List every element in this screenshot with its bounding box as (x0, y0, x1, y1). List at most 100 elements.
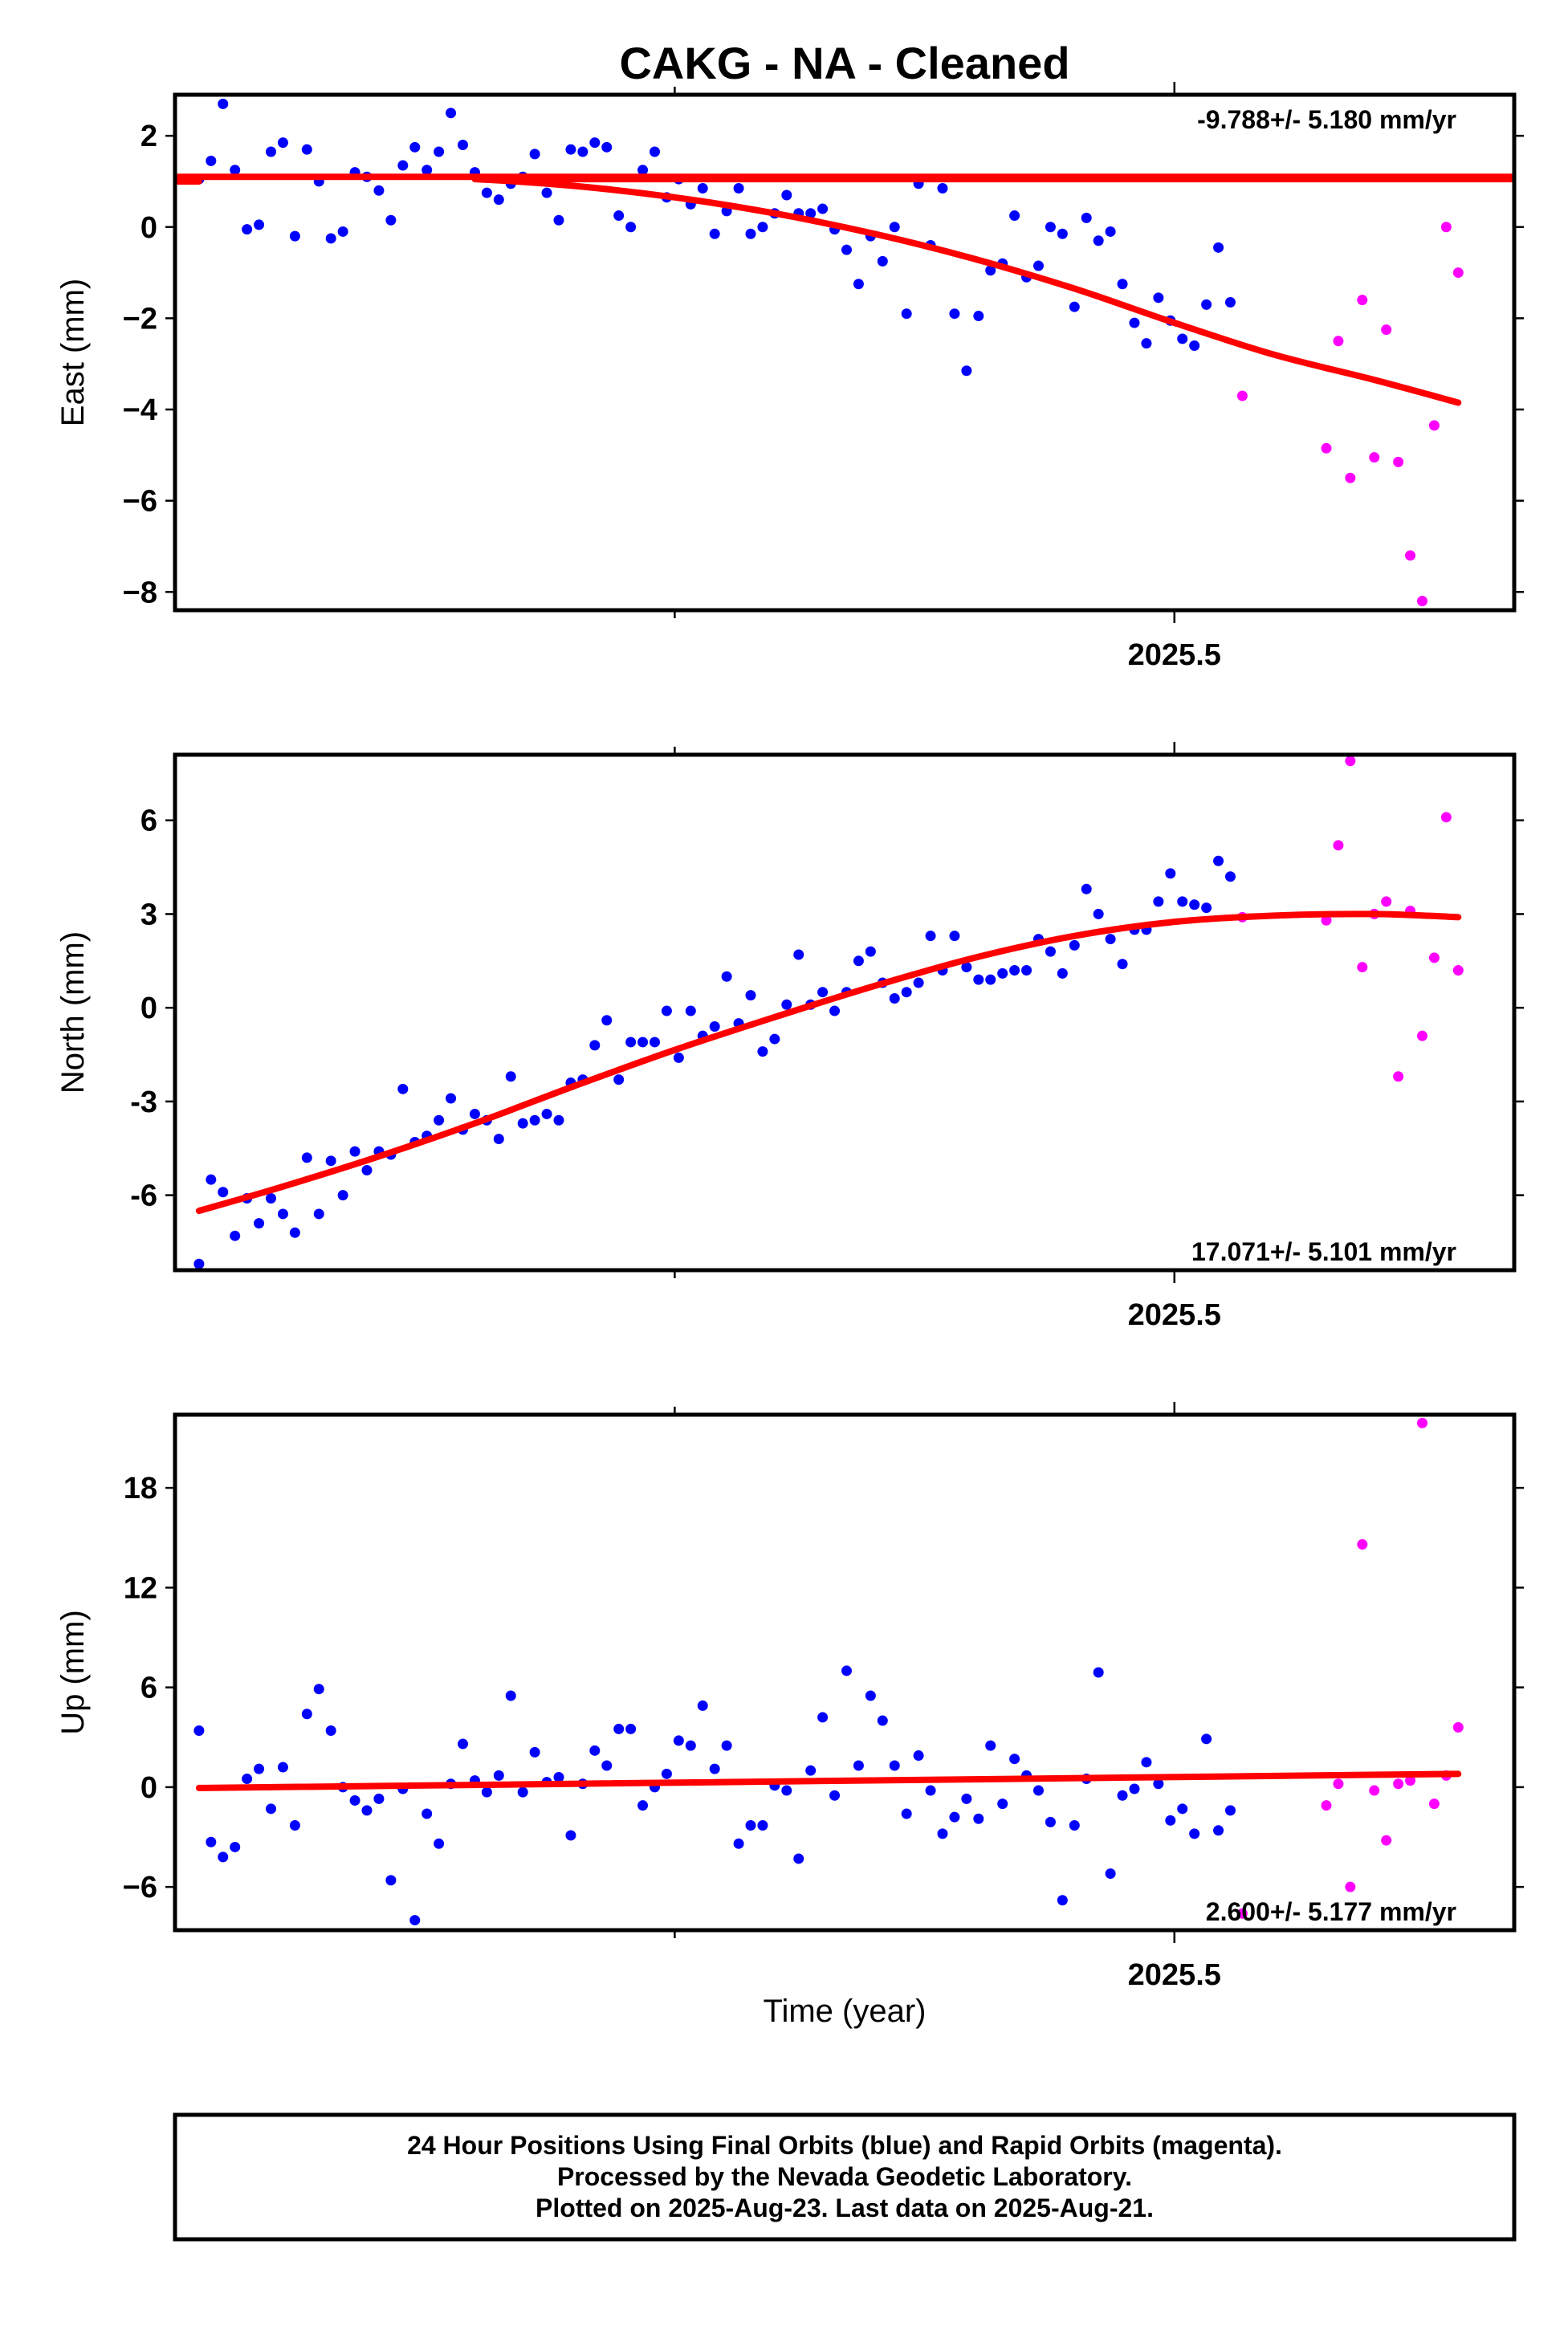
final-orbit-point (254, 219, 265, 230)
final-orbit-point (565, 1830, 576, 1841)
final-orbit-point (601, 141, 613, 153)
final-orbit-point (1153, 292, 1164, 303)
final-orbit-point (1032, 260, 1044, 271)
final-orbit-point (961, 962, 972, 973)
final-orbit-point (337, 226, 348, 237)
final-orbit-point (949, 308, 960, 320)
final-orbit-point (937, 182, 948, 193)
final-orbit-point (230, 1230, 241, 1241)
final-orbit-point (1177, 1803, 1188, 1815)
final-orbit-point (301, 1709, 312, 1720)
y-axis-label: East (mm) (55, 279, 91, 426)
final-orbit-point (373, 185, 385, 196)
final-orbit-point (373, 1793, 385, 1804)
final-orbit-point (446, 108, 457, 119)
rapid-orbit-point (1333, 840, 1344, 851)
final-orbit-point (1009, 964, 1020, 976)
final-orbit-point (817, 987, 829, 998)
final-orbit-point (757, 222, 768, 233)
final-orbit-point (1117, 1790, 1128, 1801)
final-orbit-point (841, 1665, 852, 1676)
final-orbit-point (230, 165, 241, 176)
final-orbit-point (553, 214, 564, 226)
final-orbit-point (1117, 279, 1128, 290)
caption-line-1: 24 Hour Positions Using Final Orbits (bl… (407, 2131, 1282, 2160)
rapid-orbit-point (1333, 1778, 1344, 1790)
final-orbit-point (1224, 1805, 1236, 1816)
final-orbit-point (985, 1740, 996, 1751)
final-orbit-point (1141, 338, 1152, 349)
final-orbit-point (781, 999, 792, 1010)
rapid-orbit-point (1416, 596, 1427, 607)
final-orbit-point (1201, 902, 1212, 914)
final-orbit-point (265, 1803, 276, 1815)
final-orbit-point (434, 1838, 445, 1849)
rapid-orbit-point (1381, 896, 1392, 907)
rapid-orbit-point (1345, 1881, 1356, 1892)
final-orbit-point (601, 1760, 613, 1771)
final-orbit-point (385, 214, 397, 226)
final-orbit-point (973, 1813, 984, 1824)
final-orbit-point (913, 178, 924, 189)
final-orbit-point (1189, 899, 1200, 910)
rapid-orbit-point (1405, 550, 1416, 561)
final-orbit-point (637, 165, 649, 176)
final-orbit-point (337, 1190, 348, 1201)
final-orbit-point (997, 967, 1008, 979)
final-orbit-point (434, 1114, 445, 1126)
final-orbit-point (613, 1723, 625, 1734)
final-orbit-point (697, 182, 708, 193)
final-orbit-point (361, 1164, 373, 1175)
caption-frame (173, 2112, 1517, 2242)
final-orbit-point (289, 1820, 300, 1831)
north-panel: 6 3 0 -3 -6 2025.5 North (mm) 17.071+/- 5.101 m… (55, 742, 1524, 1332)
rapid-orbit-point (1345, 472, 1356, 483)
final-orbit-point (493, 1134, 504, 1145)
final-orbit-point (1057, 1895, 1068, 1906)
final-orbit-point (625, 1723, 637, 1734)
trend-fit-line (195, 1770, 1462, 1791)
y-tick-label: -3 (130, 1086, 157, 1119)
rapid-orbit-point (1393, 456, 1404, 467)
final-orbit-point (625, 1037, 637, 1048)
rapid-orbit-point (1416, 1417, 1427, 1428)
trend-fit-line (0, 177, 1568, 402)
rapid-orbit-point (1393, 1778, 1404, 1790)
final-orbit-point (865, 1690, 876, 1701)
final-orbit-point (901, 1808, 912, 1819)
final-orbit-point (877, 255, 888, 267)
final-orbit-point (1105, 226, 1116, 237)
final-orbit-point (206, 1836, 217, 1847)
rapid-orbit-point (1236, 1908, 1248, 1919)
final-orbit-point (649, 1037, 660, 1048)
final-orbit-point (913, 1750, 924, 1762)
plot-area (193, 1417, 1464, 1926)
rapid-orbit-point (1357, 1539, 1368, 1550)
final-orbit-point (1009, 1754, 1020, 1765)
final-orbit-point (505, 1071, 516, 1082)
final-orbit-point (961, 365, 972, 377)
final-orbit-point (781, 189, 792, 201)
final-orbit-point (805, 208, 817, 219)
y-tick-label: 6 (141, 1672, 157, 1705)
final-orbit-point (206, 1174, 217, 1185)
final-orbit-point (817, 203, 829, 214)
final-orbit-point (541, 1108, 552, 1119)
final-orbit-point (1213, 1825, 1224, 1836)
final-orbit-point (853, 279, 864, 290)
final-orbit-point (1009, 210, 1020, 222)
final-orbit-point (529, 149, 540, 160)
final-orbit-point (913, 977, 924, 988)
final-orbit-point (1213, 855, 1224, 866)
final-orbit-point (553, 1114, 564, 1126)
final-orbit-point (817, 1712, 829, 1723)
final-orbit-point (481, 1786, 492, 1798)
final-orbit-point (673, 1052, 684, 1063)
final-orbit-point (637, 1800, 649, 1811)
rapid-orbit-point (1405, 1775, 1416, 1786)
velocity-rate-label: -9.788+/- 5.180 mm/yr (1197, 105, 1456, 134)
final-orbit-point (901, 308, 912, 320)
panel-frame (173, 92, 1517, 613)
final-orbit-point (1045, 1816, 1056, 1827)
final-orbit-point (1165, 868, 1176, 879)
